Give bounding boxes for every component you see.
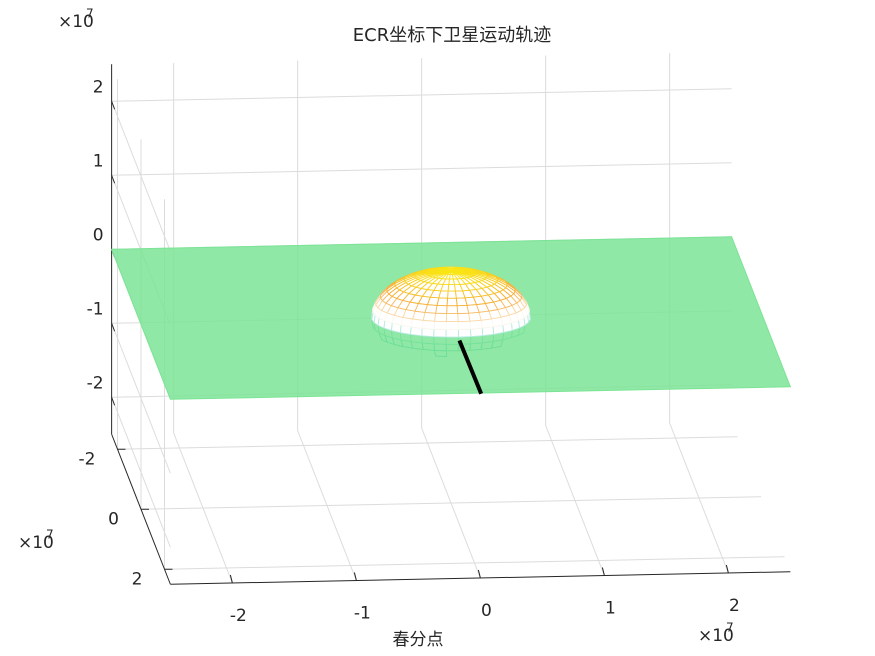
sphere-face [421,319,435,330]
z-tick [111,101,116,110]
sphere-face [435,304,448,315]
chart-title: ECR坐标下卫星运动轨迹 [353,25,551,46]
x-tick-label: 1 [605,599,616,619]
x-tick [601,567,605,576]
y-multiplier-power: 7 [46,528,54,542]
sphere-face [455,297,468,307]
sphere-face [433,312,448,323]
sphere-face [468,311,482,322]
y-multiplier: ×10 [18,533,54,553]
sphere-face [446,305,459,315]
sphere-face [433,328,447,338]
sphere-face [457,328,472,338]
trajectory [457,339,484,395]
x-tick [477,569,481,579]
sphere-face [456,304,470,315]
z-multiplier-power: 7 [86,7,94,21]
z-tick-label: -2 [87,373,104,393]
sphere-face [469,319,483,330]
x-tick-label: -1 [354,604,371,624]
x-multiplier-power: 7 [726,621,734,635]
sphere-face [433,320,447,330]
sphere-face [447,284,456,292]
grid-line [111,323,171,474]
x-tick [229,574,233,584]
sphere-face [470,327,484,338]
x-tick [725,564,729,574]
z-tick [111,323,116,332]
grid-line [111,397,171,548]
z-tick-label: 0 [93,225,104,245]
sphere-face [457,312,471,323]
y-tick-label: 2 [132,569,143,589]
x-multiplier: ×10 [698,626,734,646]
sphere-face [445,321,459,330]
grid-line [117,436,738,450]
z-tick-label: 2 [93,77,104,97]
grid-line [111,101,171,252]
y-tick-label: -2 [79,449,96,469]
sphere-face [466,304,480,314]
z-tick-label: 1 [93,151,104,171]
sphere-face [445,329,459,338]
z-tick-label: -1 [87,299,104,319]
grid-line [111,88,732,102]
grid-line [140,496,762,510]
x-tick-label: -2 [230,606,247,626]
grid-line [164,556,785,570]
sphere-face [445,313,459,323]
sphere-face [446,297,458,307]
z-multiplier: ×10 [58,12,94,32]
x-tick [353,572,357,581]
sphere-face [447,290,457,299]
x-axis-label: 春分点 [393,630,444,650]
y-tick-label: 0 [108,509,119,529]
grid-line [111,162,732,176]
sphere-face [457,320,471,330]
z-tick [111,397,116,406]
x-tick-label: 2 [729,596,740,616]
z-tick [111,175,116,184]
sphere-face [421,327,435,338]
x-tick-label: 0 [481,601,492,621]
